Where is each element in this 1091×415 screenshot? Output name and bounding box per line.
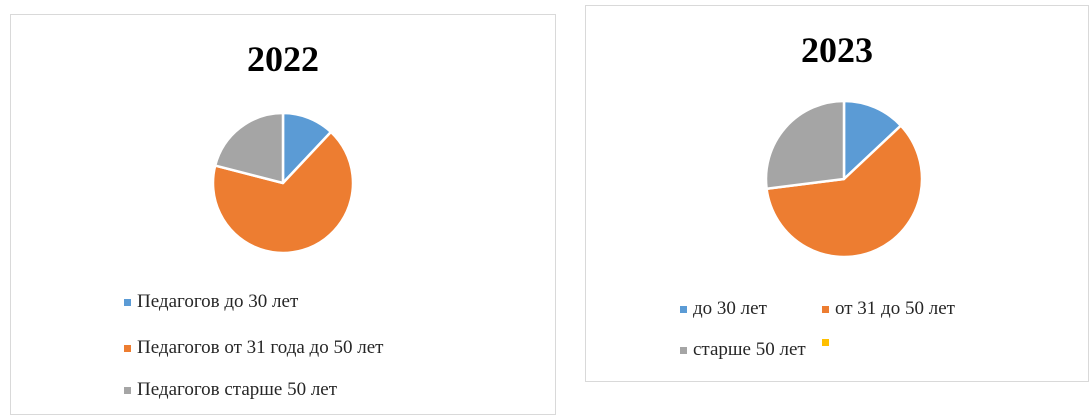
legend-item: до 30 лет xyxy=(680,298,767,320)
legend-label: Педагогов до 30 лет xyxy=(137,291,299,312)
legend-label: до 30 лет xyxy=(693,298,767,319)
chart-2022: 2022 Педагогов до 30 лет Педагогов от 31 … xyxy=(10,14,556,415)
legend-label: от 31 до 50 лет xyxy=(835,298,955,319)
legend-label: старше 50 лет xyxy=(693,339,806,360)
pie-slice-3 xyxy=(764,99,846,191)
legend-swatch xyxy=(822,339,829,346)
legend-label: Педагогов от 31 года до 50 лет xyxy=(137,337,384,358)
legend-swatch xyxy=(822,305,829,313)
legend-item: старше 50 лет xyxy=(680,339,806,361)
legend-swatch xyxy=(680,305,687,313)
pie-slice-3 xyxy=(213,111,285,185)
legend-swatch xyxy=(124,344,131,352)
legend-item: от 31 до 50 лет xyxy=(822,298,955,320)
legend-swatch xyxy=(124,298,131,306)
chart-title: 2022 xyxy=(247,39,319,79)
legend-label: Педагогов старше 50 лет xyxy=(137,379,338,400)
legend-swatch xyxy=(124,386,131,394)
chart-title: 2023 xyxy=(801,30,873,70)
chart-2023: 2023 до 30 лет от 31 до 50 лет старше 50 л… xyxy=(585,5,1089,382)
legend-item xyxy=(822,339,835,346)
pie-slice-2 xyxy=(211,130,355,255)
legend-item: Педагогов до 30 лет xyxy=(124,291,298,313)
pie-slice-2 xyxy=(765,124,924,259)
pie-2023 xyxy=(764,99,924,259)
legend-swatch xyxy=(680,346,687,354)
legend-item: Педагогов старше 50 лет xyxy=(124,379,337,401)
pie-2022 xyxy=(211,111,355,255)
legend-item: Педагогов от 31 года до 50 лет xyxy=(124,337,383,359)
